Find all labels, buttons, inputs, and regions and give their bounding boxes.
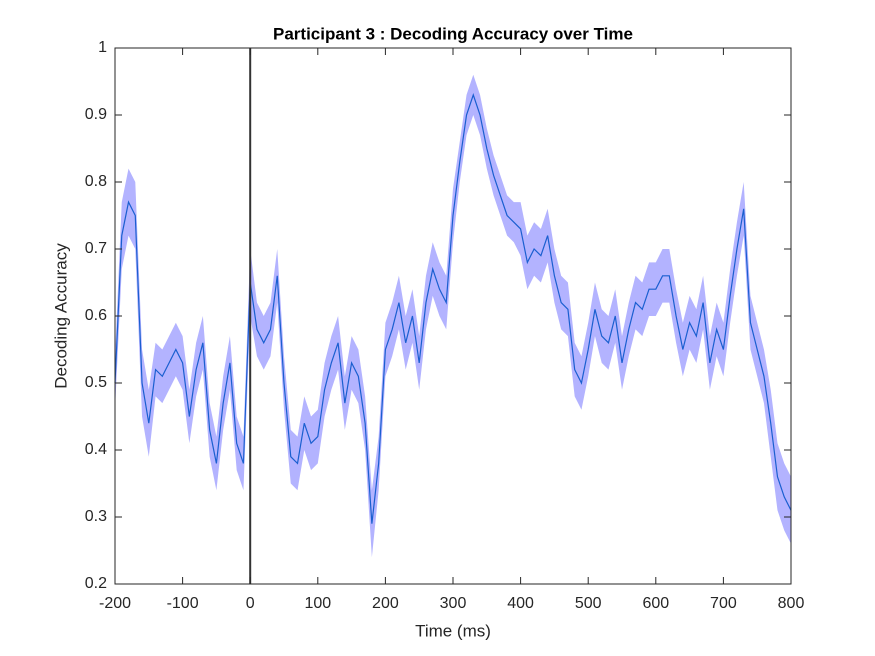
chart-title: Participant 3 : Decoding Accuracy over T… bbox=[273, 24, 633, 43]
x-tick-label: 200 bbox=[372, 595, 399, 612]
x-tick-label: 300 bbox=[440, 595, 467, 612]
y-tick-label: 0.7 bbox=[85, 240, 107, 257]
y-axis-label: Decoding Accuracy bbox=[51, 243, 70, 389]
y-tick-label: 0.9 bbox=[85, 106, 107, 123]
x-tick-label: 500 bbox=[575, 595, 602, 612]
y-tick-label: 0.5 bbox=[85, 374, 107, 391]
y-tick-label: 0.2 bbox=[85, 575, 107, 592]
x-tick-label: 800 bbox=[778, 595, 805, 612]
x-tick-label: 0 bbox=[246, 595, 255, 612]
x-tick-label: 700 bbox=[710, 595, 737, 612]
x-tick-label: 100 bbox=[304, 595, 331, 612]
x-tick-label: 400 bbox=[507, 595, 534, 612]
y-tick-label: 0.3 bbox=[85, 508, 107, 525]
y-tick-label: 1 bbox=[98, 39, 107, 56]
y-tick-label: 0.8 bbox=[85, 173, 107, 190]
x-tick-label: 600 bbox=[642, 595, 669, 612]
x-tick-label: -100 bbox=[167, 595, 199, 612]
x-axis-label: Time (ms) bbox=[415, 621, 491, 640]
data-line bbox=[114, 93, 792, 524]
y-tick-label: 0.6 bbox=[85, 307, 107, 324]
y-tick-label: 0.4 bbox=[85, 441, 107, 458]
x-tick-label: -200 bbox=[99, 595, 131, 612]
